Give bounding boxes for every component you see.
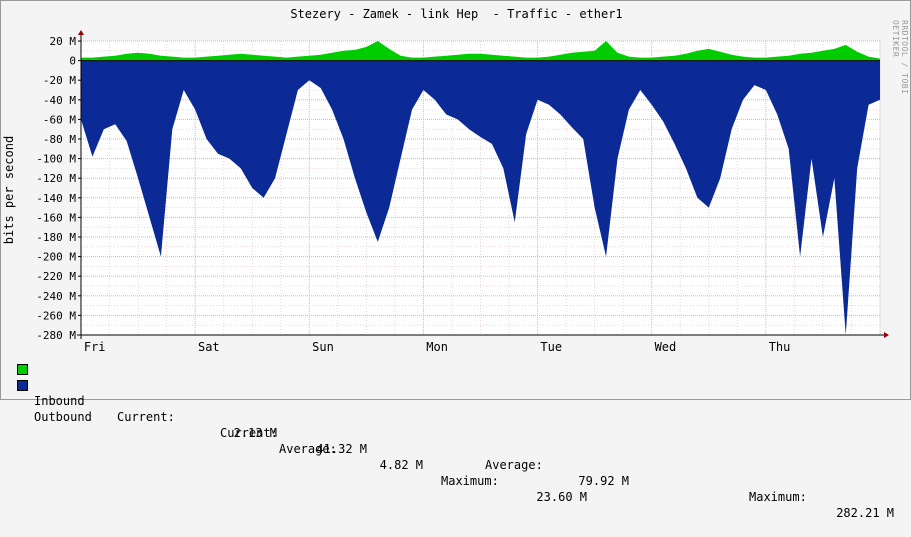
y-tick-label: -160 M [36,211,76,224]
y-tick-label: -100 M [36,153,76,166]
outbound-current-label: Current: [220,426,278,440]
y-tick-label: 0 [69,55,76,68]
outbound-current-value: 41.32 M [316,442,367,456]
x-tick-label: Sun [312,340,334,354]
x-axis-arrow [884,332,889,338]
y-tick-label: -120 M [36,172,76,185]
x-tick-labels: Fri Sat Sun Mon Tue Wed Thu [84,340,791,354]
graph-frame: Stezery - Zamek - link Hep - Traffic - e… [0,0,911,520]
outbound-name: Outbound [34,410,92,424]
outbound-maximum-value: 282.21 M [836,506,894,520]
y-tick-label: -240 M [36,290,76,303]
x-tick-label: Sat [198,340,220,354]
y-tick-label: -260 M [36,309,76,322]
legend-row-outbound: Outbound Current: 41.32 M Average: 79.92… [17,377,897,520]
y-axis-arrow [78,30,84,35]
y-tick-label: -180 M [36,231,76,244]
y-tick-label: -60 M [43,113,76,126]
chart-title: Stezery - Zamek - link Hep - Traffic - e… [290,7,623,21]
axes [77,30,889,339]
data-areas [81,41,880,335]
x-tick-label: Tue [540,340,562,354]
inbound-current-label: Current: [117,410,175,424]
x-tick-label: Wed [655,340,677,354]
y-tick-labels: 20 M 0 -20 M -40 M -60 M -80 M -100 M -120 M -14… [36,35,81,342]
y-tick-label: -20 M [43,74,76,87]
inbound-area [81,41,880,61]
inbound-swatch [17,364,28,375]
inbound-maximum-label: Maximum: [441,474,499,488]
y-tick-label: -140 M [36,192,76,205]
traffic-chart: 20 M 0 -20 M -40 M -60 M -80 M -100 M -120 M -14… [36,30,889,354]
outbound-swatch [17,380,28,391]
y-tick-label: -220 M [36,270,76,283]
inbound-average-value: 4.82 M [379,458,423,472]
y-tick-label: -200 M [36,251,76,264]
outbound-area [81,60,880,335]
x-tick-label: Mon [426,340,448,354]
outbound-average-value: 79.92 M [578,474,629,488]
outbound-average-label: Average: [485,458,543,472]
y-tick-label: -40 M [43,94,76,107]
y-tick-label: -80 M [43,133,76,146]
x-tick-label: Fri [84,340,106,354]
y-tick-label: 20 M [50,35,77,48]
legend-row-inbound: Inbound Current: 2.13 M Average: 4.82 M … [17,361,897,504]
inbound-maximum-value: 23.60 M [536,490,587,504]
y-tick-label: -280 M [36,329,76,342]
outbound-maximum-label: Maximum: [749,490,807,504]
legend: Inbound Current: 2.13 M Average: 4.82 M … [17,361,897,520]
x-tick-label: Thu [769,340,791,354]
